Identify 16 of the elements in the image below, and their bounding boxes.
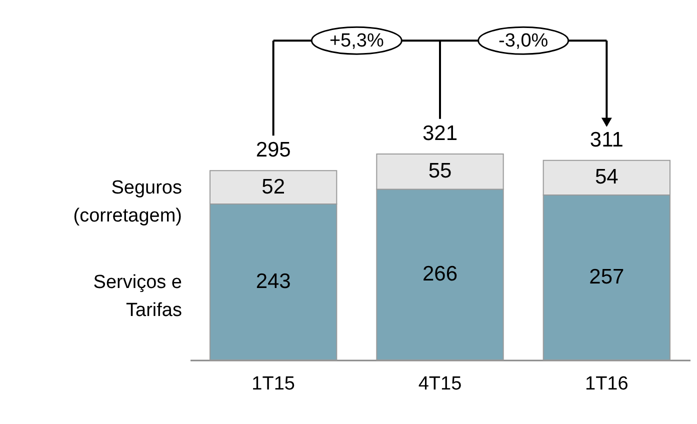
series-label: Seguros (corretagem) bbox=[73, 177, 182, 226]
data-label: 52 bbox=[262, 175, 286, 198]
total-label: 295 bbox=[256, 138, 291, 162]
x-tick-label: 1T15 bbox=[252, 374, 295, 394]
x-tick-label: 4T15 bbox=[418, 374, 462, 394]
total-label: 311 bbox=[590, 128, 624, 152]
text: +5,3% bbox=[329, 30, 384, 52]
data-label: 243 bbox=[256, 270, 291, 294]
total-label: 321 bbox=[422, 122, 458, 145]
data-label: 257 bbox=[589, 266, 624, 289]
text: -3,0% bbox=[498, 30, 548, 52]
data-label: 55 bbox=[428, 160, 452, 183]
x-tick-label: 1T16 bbox=[585, 374, 628, 394]
series-label: Serviços e Tarifas bbox=[93, 272, 182, 322]
data-label: 54 bbox=[594, 166, 619, 189]
data-label: 266 bbox=[422, 262, 458, 286]
